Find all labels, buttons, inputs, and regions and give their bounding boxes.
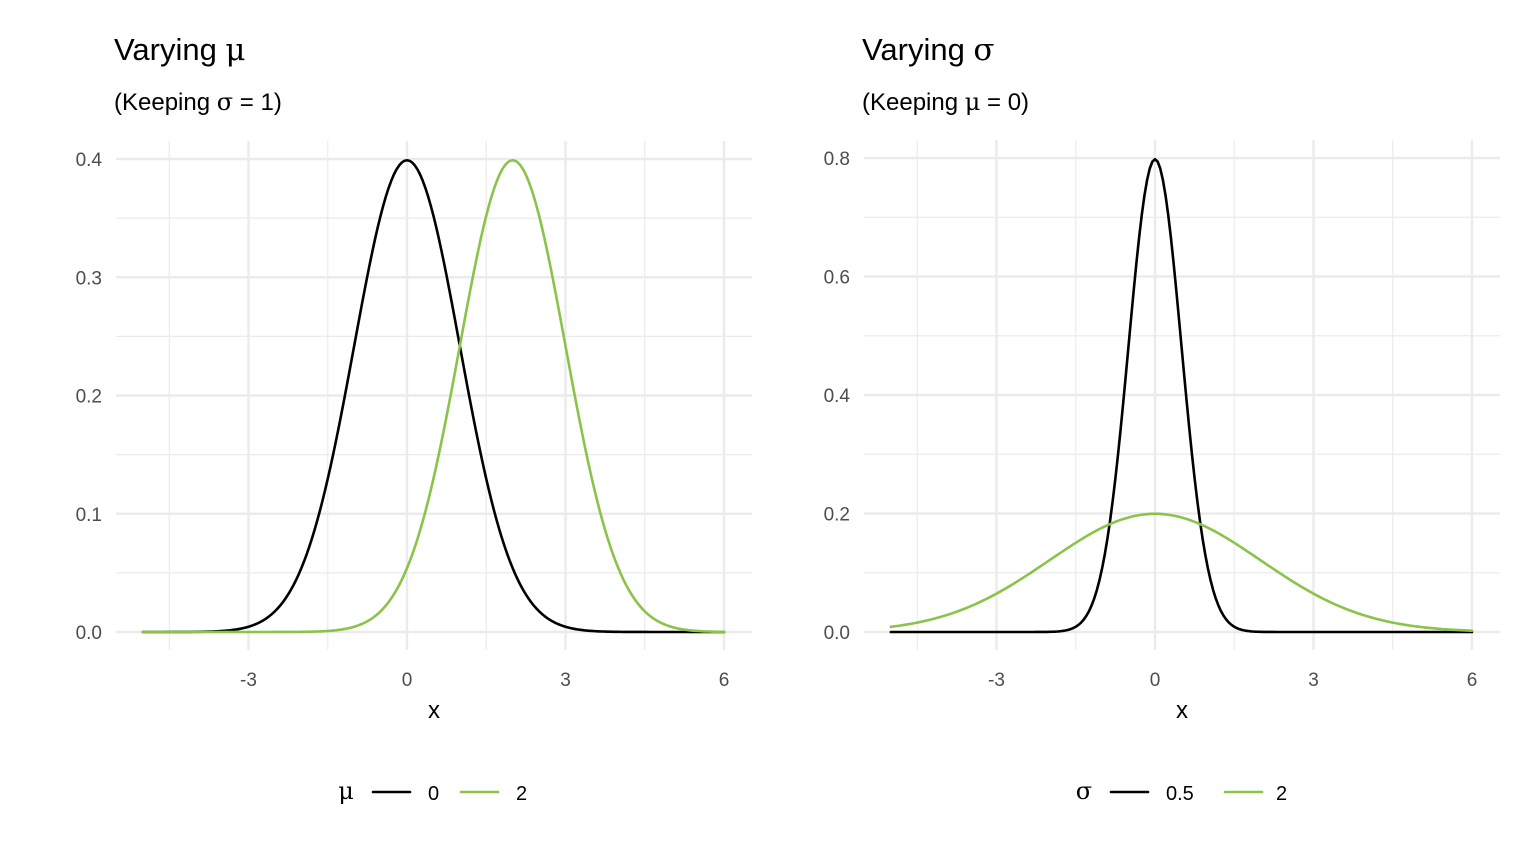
panel-right-y-tick-label: 0.2 [824,505,850,526]
panel-left-y-ticks: 0.0 0.1 0.2 0.3 0.4 [76,150,103,644]
panel-left-x-tick-label: 6 [719,670,730,691]
panel-right-x-axis-title: x [1176,697,1188,724]
panel-right-x-tick-label: 6 [1467,670,1478,691]
panel-left-subtitle: (Keeping σ = 1) [114,88,282,116]
panel-right-curves [889,157,1474,634]
panel-right-x-tick-label: 0 [1150,670,1161,691]
panel-right-x-tick-label: 3 [1308,670,1319,691]
panel-left-x-tick-label: 0 [402,670,413,691]
panel-right-y-tick-label: 0.8 [824,149,850,170]
panel-right-legend-label-0-5: 0.5 [1166,783,1194,805]
panel-right-title: Varying σ [862,32,995,68]
panel-right-y-tick-label: 0.6 [824,268,850,289]
panel-left-title: Varying μ [114,32,246,68]
panel-right-legend-label-2: 2 [1276,783,1287,805]
panel-left-x-tick-label: -3 [240,670,257,691]
panel-left-legend-label-0: 0 [428,783,439,805]
panel-left-grid [116,141,752,650]
panel-left-y-tick-label: 0.0 [76,623,102,644]
panel-left-y-tick-label: 0.4 [76,150,103,171]
panel-right-y-tick-label: 0.0 [824,623,850,644]
panel-left-x-tick-label: 3 [560,670,571,691]
panel-left-y-tick-label: 0.1 [76,505,102,526]
panel-left-legend: μ 0 2 [338,777,527,805]
panel-left-x-ticks: -3 0 3 6 [240,670,729,691]
panel-left-curves [141,158,726,634]
panel-left-y-tick-label: 0.3 [76,268,102,289]
panel-right-x-tick-label: -3 [988,670,1005,691]
panel-left-x-axis-title: x [428,697,440,724]
panel-right-grid [864,140,1500,650]
panel-right-x-ticks: -3 0 3 6 [988,670,1477,691]
panel-right: Varying σ (Keeping μ = 0) 0.00.20.40.60.… [824,32,1500,805]
panel-left-y-tick-label: 0.2 [76,387,102,408]
panel-left-legend-title: μ [338,777,354,805]
panel-left-legend-label-2: 2 [516,783,527,805]
panel-right-y-tick-label: 0.4 [824,386,851,407]
panel-right-series-line-0-5 [889,157,1474,634]
panel-left-series-line-0 [141,158,726,634]
panel-right-subtitle: (Keeping μ = 0) [862,88,1029,116]
panel-right-legend: σ 0.5 2 [1076,777,1287,805]
panel-left: Varying μ (Keeping σ = 1) 0.00.10.20.30.… [76,32,752,805]
panel-right-legend-title: σ [1076,777,1092,805]
panel-right-y-ticks: 0.0 0.2 0.4 0.6 0.8 [824,149,851,644]
panel-right-series-line-2 [889,512,1474,632]
panel-left-series-line-2 [141,158,726,634]
